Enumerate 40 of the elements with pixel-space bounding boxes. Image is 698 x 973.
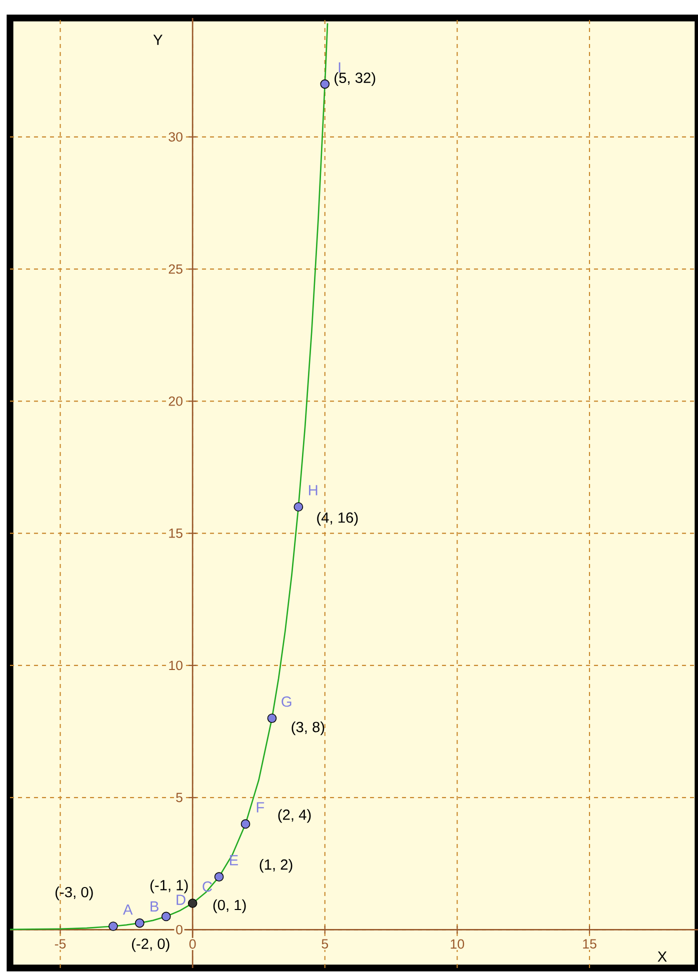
y-tick-label: 15 [169,528,182,538]
point [294,502,304,512]
point [161,912,171,922]
y-tick-label: 0 [176,924,182,934]
annotation: (-3, 0) [56,886,93,900]
x-axis-title: X [658,952,667,962]
x-tick-label: -5 [54,939,66,949]
point [134,918,144,928]
x-tick-label: 5 [322,939,328,949]
annotation: (2, 4) [278,809,311,823]
y-tick-label: 5 [176,792,182,802]
point [320,79,330,89]
data-label: D [176,894,186,905]
data-label: F [256,802,264,812]
x-tick-label: 0 [189,939,196,949]
annotation: (4, 16) [317,512,358,526]
y-tick-label: 20 [168,396,182,406]
x-tick-label: 15 [583,939,596,949]
point [188,898,198,908]
annotation: (0, 1) [213,899,246,914]
annotation: (-1, 1) [150,880,188,894]
data-label: H [309,485,318,496]
point [108,922,118,931]
y-tick-label: 10 [169,660,182,670]
annotation: (5, 32) [334,72,376,86]
x-tick-label: 10 [450,939,464,949]
annotation: (1, 2) [260,858,292,873]
y-tick-label: 30 [168,132,182,142]
point [240,819,250,829]
data-label: A [122,904,133,915]
data-label: E [230,855,238,866]
point [267,714,277,723]
annotation: (-2, 0) [132,938,170,952]
annotation: (3, 8) [292,721,324,736]
data-label: G [282,696,292,707]
data-label: I [338,62,340,72]
data-label: B [150,901,158,912]
point [214,872,224,882]
y-tick-label: 25 [168,264,182,274]
y-axis-title: Y [153,34,162,45]
